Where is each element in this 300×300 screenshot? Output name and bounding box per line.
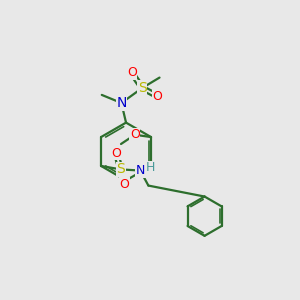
Text: O: O <box>119 178 129 191</box>
Text: H: H <box>145 161 155 174</box>
Text: O: O <box>152 90 162 103</box>
Text: N: N <box>116 96 127 110</box>
Text: O: O <box>111 147 121 160</box>
Text: O: O <box>127 67 137 80</box>
Text: S: S <box>116 162 125 176</box>
Text: O: O <box>130 128 140 141</box>
Text: N: N <box>136 164 145 177</box>
Text: S: S <box>138 81 147 95</box>
